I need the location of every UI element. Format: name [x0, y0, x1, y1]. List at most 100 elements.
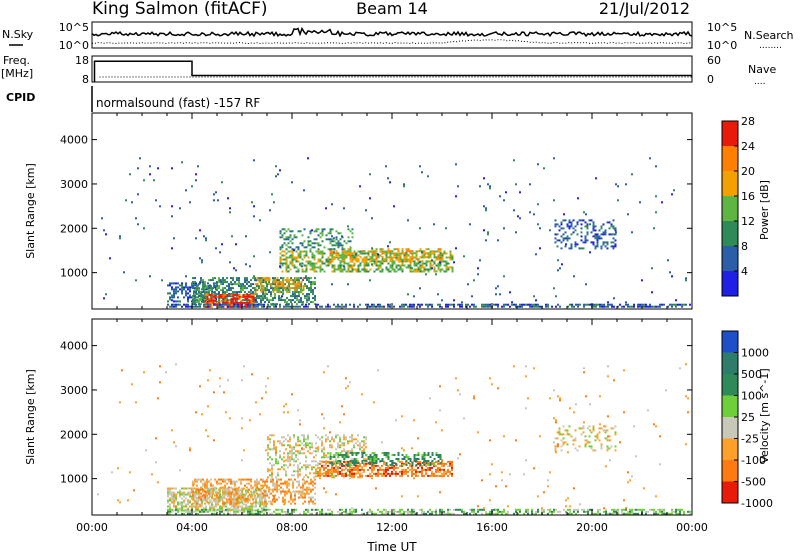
- vel-cell: [290, 492, 292, 495]
- vel-cell: [327, 512, 329, 515]
- power-cell: [610, 241, 613, 244]
- power-cell: [296, 295, 298, 298]
- power-cell: [306, 279, 308, 282]
- power-cell: [527, 303, 529, 306]
- power-cell: [179, 300, 181, 303]
- power-cell: [588, 219, 591, 222]
- vel-cell: [397, 454, 400, 456]
- power-cell: [559, 267, 561, 270]
- vel-cell: [497, 508, 499, 511]
- vel-cell: [294, 492, 296, 495]
- vel-cell: [501, 479, 503, 482]
- power-cell: [202, 299, 204, 302]
- vel-cell: [427, 468, 429, 471]
- vel-cell: [191, 497, 193, 500]
- power-cell: [659, 305, 661, 308]
- power-cell: [296, 281, 299, 284]
- vel-cell: [365, 460, 368, 462]
- vel-cell: [487, 512, 489, 515]
- vel-cell: [423, 456, 426, 458]
- power-cell: [343, 256, 346, 259]
- vel-cell: [206, 492, 208, 495]
- vel-cell: [345, 460, 347, 463]
- power-cell: [627, 305, 629, 308]
- vel-cell: [441, 429, 443, 432]
- vel-cell: [211, 507, 213, 510]
- vel-cell: [578, 445, 581, 448]
- vel-cell: [349, 464, 352, 466]
- power-cell: [583, 211, 585, 214]
- vel-cell: [685, 443, 687, 446]
- vel-cell: [252, 498, 254, 501]
- power-cell: [309, 232, 312, 235]
- vel-cell: [325, 460, 327, 463]
- power-cell: [447, 262, 450, 265]
- vel-cell: [369, 460, 372, 462]
- power-cell: [429, 250, 432, 253]
- vel-cell: [383, 460, 385, 463]
- vel-cell: [345, 464, 348, 466]
- power-cell: [570, 245, 573, 248]
- freq-panel: Freq. [MHz] 18 8 60 0 Nave ....: [1, 54, 776, 87]
- power-cell: [586, 223, 589, 226]
- power-cell: [594, 235, 597, 238]
- vel-cell: [629, 510, 631, 513]
- vel-cell: [609, 512, 611, 515]
- vel-cell: [625, 508, 627, 511]
- power-cell: [369, 250, 372, 253]
- power-cell: [399, 252, 402, 255]
- power-cell: [529, 183, 531, 186]
- vel-cell: [255, 512, 257, 515]
- power-cell: [413, 260, 416, 263]
- vel-cell: [393, 472, 395, 475]
- vel-cell: [497, 510, 499, 513]
- vel-cell: [325, 462, 327, 465]
- power-cell: [562, 239, 565, 242]
- power-cell: [589, 303, 591, 306]
- vel-cell: [117, 499, 119, 502]
- power-cell: [192, 301, 194, 304]
- power-cell: [238, 301, 241, 304]
- power-cell: [395, 256, 398, 259]
- power-cell: [246, 293, 249, 296]
- power-cell: [349, 264, 352, 267]
- power-cell: [495, 293, 497, 296]
- power-cell: [339, 254, 342, 257]
- vel-cell: [321, 464, 323, 467]
- vel-cell: [187, 501, 189, 504]
- power-cell: [395, 248, 398, 251]
- vel-cell: [232, 480, 234, 483]
- power-cell: [248, 291, 250, 294]
- power-cell: [295, 260, 298, 263]
- power-cell: [187, 305, 189, 308]
- power-cell: [238, 291, 240, 294]
- power-cell: [675, 303, 677, 306]
- vel-cell: [451, 474, 453, 477]
- power-cell: [149, 275, 151, 278]
- power-cell: [529, 303, 531, 306]
- power-cell: [421, 171, 423, 174]
- vel-cell: [421, 472, 423, 475]
- vel-cell: [205, 510, 207, 513]
- vel-cell: [187, 499, 189, 502]
- vel-cell: [407, 470, 409, 473]
- power-cell: [233, 267, 235, 270]
- vel-cell: [243, 365, 245, 368]
- vel-cell: [411, 466, 413, 469]
- vel-cell: [562, 437, 565, 440]
- vel-cell: [623, 411, 625, 414]
- vel-cell: [303, 464, 305, 467]
- vel-cell: [411, 508, 413, 511]
- power-cell: [391, 268, 394, 271]
- power-cell: [519, 191, 521, 194]
- power-cell: [279, 246, 282, 249]
- power-cell: [610, 233, 613, 236]
- vel-cell: [315, 442, 317, 445]
- vel-cell: [569, 407, 571, 410]
- power-cell: [294, 291, 296, 294]
- vel-cell: [343, 434, 345, 437]
- vel-cell: [631, 510, 633, 513]
- power-cell: [564, 237, 567, 240]
- vel-cell: [525, 459, 527, 462]
- power-cell: [611, 303, 613, 306]
